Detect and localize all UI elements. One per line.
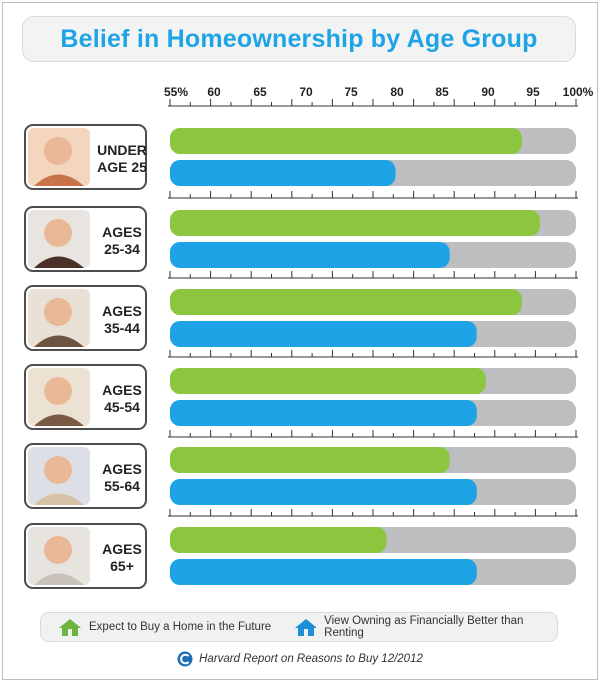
x-tick-label: 90 — [481, 85, 495, 99]
bar — [170, 400, 477, 426]
title-banner: Belief in Homeownership by Age Group — [22, 16, 576, 62]
portrait-shoulders — [34, 256, 84, 268]
source-line: Harvard Report on Reasons to Buy 12/2012 — [0, 650, 600, 668]
age-group-label: UNDER — [97, 142, 147, 158]
portrait-shoulders — [34, 573, 84, 585]
age-group-label: AGES — [102, 382, 142, 398]
x-tick-label: 60 — [207, 85, 221, 99]
portrait-face — [44, 377, 72, 405]
age-group-label: AGES — [102, 303, 142, 319]
portrait-face — [44, 137, 72, 165]
chart-title: Belief in Homeownership by Age Group — [60, 24, 538, 53]
bar — [170, 160, 396, 186]
age-group-label: AGES — [102, 541, 142, 557]
source-text: Harvard Report on Reasons to Buy 12/2012 — [199, 653, 423, 665]
legend: Expect to Buy a Home in the Future View … — [40, 612, 558, 642]
house-icon — [59, 619, 81, 636]
x-tick-label: 80 — [390, 85, 404, 99]
portrait-face — [44, 456, 72, 484]
house-icon — [295, 619, 317, 636]
age-group-label: 45-54 — [104, 399, 140, 415]
age-group-label: AGES — [102, 224, 142, 240]
portrait-shoulders — [34, 493, 84, 505]
logo-icon — [177, 651, 193, 667]
legend-label: View Owning as Financially Better than R… — [324, 615, 524, 639]
bar — [170, 210, 540, 236]
bar — [170, 321, 477, 347]
bar — [170, 242, 450, 268]
age-group-label: AGE 25 — [97, 159, 147, 175]
portrait-shoulders — [34, 414, 84, 426]
age-group-label: 65+ — [110, 558, 134, 574]
bar — [170, 447, 450, 473]
x-tick-label: 85 — [435, 85, 449, 99]
age-group-label: 25-34 — [104, 241, 140, 257]
bar — [170, 479, 477, 505]
x-tick-label: 65 — [253, 85, 267, 99]
bar — [170, 289, 522, 315]
bar — [170, 527, 387, 553]
portrait-face — [44, 298, 72, 326]
bar — [170, 128, 522, 154]
legend-item-view: View Owning as Financially Better than R… — [295, 613, 557, 641]
x-tick-label: 75 — [344, 85, 358, 99]
x-tick-label: 70 — [299, 85, 313, 99]
portrait-shoulders — [34, 335, 84, 347]
age-group-label: AGES — [102, 461, 142, 477]
age-group-label: 55-64 — [104, 478, 140, 494]
legend-label: Expect to Buy a Home in the Future — [89, 621, 272, 633]
x-tick-label: 55% — [164, 85, 188, 99]
x-tick-label: 95 — [526, 85, 540, 99]
bar — [170, 368, 486, 394]
age-group-label: 35-44 — [104, 320, 140, 336]
bar — [170, 559, 477, 585]
portrait-face — [44, 536, 72, 564]
portrait-face — [44, 219, 72, 247]
portrait-shoulders — [34, 174, 84, 186]
legend-item-expect: Expect to Buy a Home in the Future — [59, 613, 271, 641]
x-tick-label: 100% — [563, 85, 594, 99]
